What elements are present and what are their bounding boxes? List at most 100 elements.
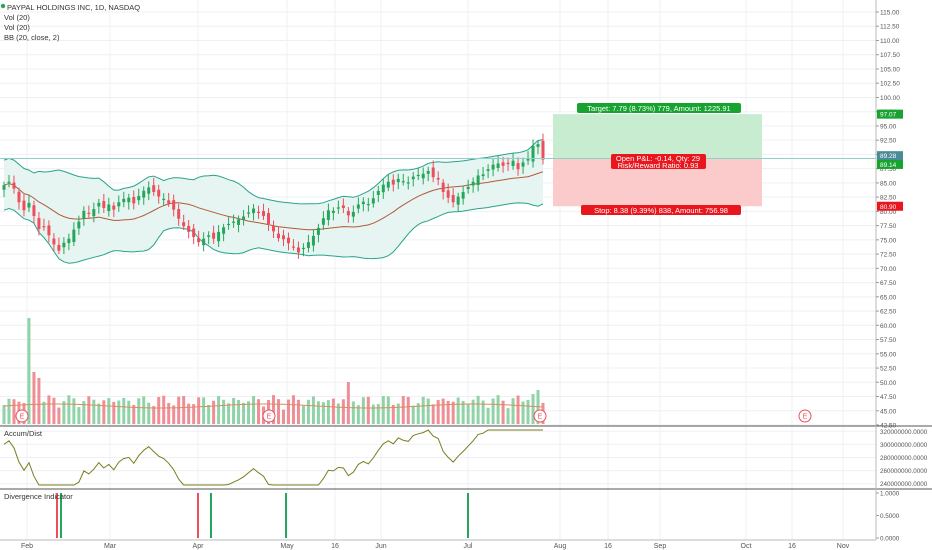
candle[interactable] bbox=[381, 184, 385, 193]
candle[interactable] bbox=[62, 242, 66, 248]
candle[interactable] bbox=[466, 186, 470, 190]
candle[interactable] bbox=[182, 222, 186, 227]
candle[interactable] bbox=[446, 190, 450, 198]
candle[interactable] bbox=[316, 227, 320, 235]
candle[interactable] bbox=[12, 182, 16, 189]
candle[interactable] bbox=[192, 228, 196, 238]
candle[interactable] bbox=[172, 200, 176, 210]
candle[interactable] bbox=[22, 200, 26, 211]
earnings-marker-icon[interactable] bbox=[533, 409, 547, 423]
candle[interactable] bbox=[7, 181, 11, 183]
candle[interactable] bbox=[411, 176, 415, 180]
candle[interactable] bbox=[147, 187, 151, 194]
candle[interactable] bbox=[496, 163, 500, 168]
candle[interactable] bbox=[27, 202, 31, 208]
candlestick-series[interactable] bbox=[2, 133, 545, 259]
candle[interactable] bbox=[306, 242, 310, 248]
candle[interactable] bbox=[346, 210, 350, 216]
candle[interactable] bbox=[217, 231, 221, 242]
candle[interactable] bbox=[291, 246, 295, 248]
candle[interactable] bbox=[32, 205, 36, 216]
candle[interactable] bbox=[137, 195, 141, 201]
candle[interactable] bbox=[476, 175, 480, 186]
candle[interactable] bbox=[57, 244, 61, 251]
candle[interactable] bbox=[247, 212, 251, 214]
candle[interactable] bbox=[202, 238, 206, 246]
candle[interactable] bbox=[356, 204, 360, 209]
candle[interactable] bbox=[167, 200, 171, 204]
candle[interactable] bbox=[451, 194, 455, 203]
accum-dist-pane[interactable]: 320000000.0000 300000000.0000 280000000.00… bbox=[0, 429, 928, 488]
candle[interactable] bbox=[142, 190, 146, 198]
candle[interactable] bbox=[371, 198, 375, 204]
candle[interactable] bbox=[331, 210, 335, 213]
candle[interactable] bbox=[122, 198, 126, 203]
candle[interactable] bbox=[177, 209, 181, 219]
candle[interactable] bbox=[272, 226, 275, 232]
candle[interactable] bbox=[252, 208, 256, 214]
candle[interactable] bbox=[281, 235, 285, 240]
candle[interactable] bbox=[262, 211, 266, 216]
candle[interactable] bbox=[441, 182, 445, 193]
candle[interactable] bbox=[232, 221, 236, 223]
candle[interactable] bbox=[107, 204, 111, 212]
candle[interactable] bbox=[536, 144, 540, 147]
candle[interactable] bbox=[526, 158, 530, 161]
candle[interactable] bbox=[531, 145, 535, 162]
candle[interactable] bbox=[366, 203, 370, 206]
candle[interactable] bbox=[47, 225, 51, 236]
candle[interactable] bbox=[386, 181, 390, 188]
candle[interactable] bbox=[511, 160, 515, 167]
candle[interactable] bbox=[336, 207, 340, 209]
candle[interactable] bbox=[516, 163, 520, 170]
candle[interactable] bbox=[416, 174, 420, 177]
earnings-marker-icon[interactable] bbox=[798, 409, 812, 423]
candle[interactable] bbox=[326, 210, 330, 220]
candle[interactable] bbox=[237, 219, 241, 225]
candle[interactable] bbox=[82, 210, 86, 219]
candle[interactable] bbox=[481, 174, 485, 177]
candle[interactable] bbox=[376, 190, 380, 195]
candle[interactable] bbox=[242, 216, 246, 220]
candle[interactable] bbox=[127, 197, 131, 203]
candle[interactable] bbox=[2, 185, 6, 190]
candle[interactable] bbox=[67, 238, 71, 244]
candle[interactable] bbox=[426, 170, 430, 174]
divergence-pane[interactable]: 1.0000 0.5000 0.0000 bbox=[56, 491, 900, 543]
profit-zone[interactable] bbox=[553, 114, 762, 159]
candle[interactable] bbox=[117, 202, 121, 207]
vol-legend-1[interactable]: Vol (20) bbox=[4, 13, 30, 22]
candle[interactable] bbox=[341, 205, 345, 208]
candle[interactable] bbox=[197, 238, 201, 243]
candle[interactable] bbox=[406, 182, 410, 184]
candle[interactable] bbox=[132, 196, 136, 204]
candle[interactable] bbox=[52, 238, 56, 245]
candle[interactable] bbox=[187, 225, 191, 232]
candle[interactable] bbox=[42, 226, 46, 228]
candle[interactable] bbox=[501, 162, 505, 166]
candle[interactable] bbox=[92, 209, 96, 217]
candle[interactable] bbox=[276, 233, 280, 239]
candle[interactable] bbox=[37, 218, 41, 230]
candle[interactable] bbox=[461, 192, 465, 199]
candle[interactable] bbox=[361, 201, 365, 205]
position-labels[interactable]: Target: 7.79 (8.73%) 779, Amount: 1225.9… bbox=[577, 103, 741, 215]
accum-dist-label[interactable]: Accum/Dist bbox=[4, 429, 43, 438]
candle[interactable] bbox=[267, 213, 271, 224]
candle[interactable] bbox=[162, 198, 166, 201]
candle[interactable] bbox=[391, 179, 395, 185]
candle[interactable] bbox=[456, 196, 460, 205]
candle[interactable] bbox=[431, 167, 435, 178]
candle[interactable] bbox=[17, 191, 21, 203]
candle[interactable] bbox=[227, 223, 231, 226]
candle[interactable] bbox=[321, 218, 325, 225]
long-position-tool[interactable] bbox=[0, 114, 876, 207]
candle[interactable] bbox=[97, 202, 101, 207]
symbol-title[interactable]: PAYPAL HOLDINGS INC, 1D, NASDAQ bbox=[7, 3, 140, 12]
candle[interactable] bbox=[222, 227, 226, 234]
candle[interactable] bbox=[491, 164, 495, 170]
candle[interactable] bbox=[506, 162, 510, 165]
candle[interactable] bbox=[351, 211, 355, 217]
